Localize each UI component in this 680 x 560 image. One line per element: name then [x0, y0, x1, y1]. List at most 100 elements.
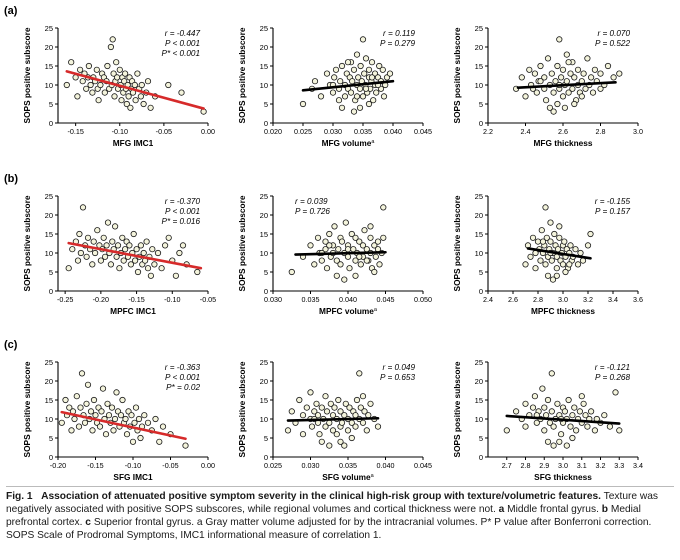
panel-c3-point-52 [563, 442, 570, 449]
panel-b1-point-49 [144, 265, 152, 272]
panel-a2-point-55 [365, 100, 373, 108]
panel-a3-point-45 [597, 70, 604, 77]
panel-b1-point-27 [113, 253, 120, 260]
panel-c2-point-57 [333, 431, 340, 438]
panel-a3-point-41 [589, 89, 597, 96]
caption-prefix: Fig. 1 [6, 491, 33, 502]
panel-c2-point-39 [353, 396, 361, 404]
panel-c2-point-28 [337, 408, 344, 415]
panel-a1-stat-2: P* < 0.001 [162, 49, 200, 58]
panel-a3-ylabel: SOPS positive subscore [452, 27, 462, 123]
panel-c3-point-14 [542, 412, 550, 419]
figure-caption: Fig. 1 Association of attenuated positiv… [6, 490, 674, 542]
panel-b1-point-40 [132, 257, 139, 264]
panel-b1-stat-1: P < 0.001 [165, 207, 200, 216]
panel-b2-ytick-label-1: 5 [264, 268, 268, 277]
panel-a2-point-29 [359, 36, 367, 43]
panel-a3-point-20 [557, 74, 565, 81]
panel-b2-xtick-label-1: 0.035 [302, 295, 320, 304]
panel-a2-point-26 [356, 85, 364, 92]
panel-c3-xlabel-text: SFG thickness [534, 472, 592, 482]
panel-c2-point-56 [359, 393, 367, 400]
panel-a3-point-17 [554, 62, 561, 70]
panel-a1-point-22 [104, 62, 111, 70]
panel-b2-point-50 [371, 268, 378, 276]
panel-b2-point-21 [342, 219, 349, 226]
panel-a3-xlabel: MFG thickness [533, 138, 592, 148]
panel-b1-point-5 [77, 249, 85, 257]
panel-b3-point-0 [522, 261, 529, 268]
panel-c1-point-14 [84, 381, 92, 388]
panel-b1-ytick-label-1: 5 [49, 268, 53, 277]
panel-a3-xtick-label-2: 2.6 [558, 127, 568, 136]
panel-c1-xtick-label-1: -0.15 [87, 461, 103, 470]
panel-a3-point-59 [616, 70, 623, 77]
panel-b1-ytick-label-3: 15 [45, 230, 53, 239]
panel-b1-point-31 [119, 234, 126, 241]
panel-c2-point-21 [327, 400, 334, 407]
panel-c1-ytick-label-0: 0 [49, 453, 53, 462]
panel-a2-xtick-label-1: 0.025 [294, 127, 312, 136]
panel-a1-xtick-label-3: 0.00 [201, 127, 215, 136]
panel-c2-stat-0: r = 0.049 [382, 363, 415, 372]
panel-c1-point-23 [98, 408, 105, 415]
panel-c1-fit-line [60, 410, 187, 441]
panel-a1-point-43 [125, 93, 132, 100]
panel-c3-point-1 [512, 408, 520, 415]
panel-a1-point-33 [116, 66, 123, 73]
panel-c2: 0 5 10 15 20 25 0.025 0.030 0.035 0.040 0.045 SFG v… [237, 358, 432, 482]
panel-b1-point-16 [97, 257, 105, 264]
panel-b2-stat-1: P = 0.726 [295, 207, 330, 216]
panel-c2-point-31 [342, 400, 349, 407]
panel-c3-point-34 [576, 408, 584, 415]
panel-b3-point-26 [556, 234, 563, 241]
panel-a2-stat-1: P = 0.279 [380, 39, 415, 48]
panel-c3-point-31 [571, 404, 578, 411]
panel-b1-point-4 [76, 230, 83, 238]
panel-b2-point-51 [341, 276, 348, 283]
panel-a2-point-21 [350, 66, 358, 73]
caption-body: Texture was negatively associated with p… [6, 491, 658, 515]
panel-c3-xtick-label-4: 3.1 [577, 461, 587, 470]
panel-c1-point-13 [83, 400, 90, 407]
panel-b2-point-15 [333, 257, 340, 264]
panel-c1-point-28 [105, 412, 113, 419]
panel-c1-point-18 [90, 396, 98, 404]
panel-b2-point-7 [322, 238, 329, 245]
panel-b3-ytick-label-0: 0 [479, 287, 483, 296]
panel-a1-point-35 [118, 97, 125, 104]
panel-c1-point-8 [75, 423, 83, 430]
panel-c2-point-15 [318, 404, 325, 411]
panel-a3-point-16 [552, 78, 559, 85]
panel-c1-point-44 [129, 438, 137, 445]
panel-a2-point-36 [365, 66, 373, 73]
panel-b2-point-9 [323, 265, 331, 272]
panel-c1-point-3 [66, 404, 73, 411]
panel-c3-xtick-label-0: 2.7 [502, 461, 512, 470]
panel-b2-xlabel: MPFC volumea [319, 306, 378, 316]
panel-c2-point-46 [365, 412, 372, 419]
panel-b2-point-48 [333, 272, 340, 279]
panel-b3-point-8 [537, 257, 544, 264]
panel-b2-xlabel-text: MPFC volume [319, 306, 374, 316]
panel-c1-row-label: (c) [4, 339, 18, 351]
panel-c2-point-52 [348, 434, 355, 442]
panel-b2-point-34 [361, 227, 368, 234]
panel-b2-point-46 [380, 204, 387, 211]
panel-c2-point-4 [299, 412, 307, 419]
panel-c2-point-10 [311, 408, 318, 415]
panel-b1-point-29 [116, 265, 123, 272]
panel-b3-point-17 [547, 238, 554, 245]
panel-c3-point-4 [522, 423, 529, 430]
panel-c3-point-15 [544, 396, 552, 404]
panel-b3-point-51 [566, 261, 573, 268]
panel-b1-point-6 [79, 204, 87, 211]
panel-c2-ytick-label-2: 10 [260, 415, 268, 424]
panel-a2-point-33 [362, 55, 370, 62]
panel-a2-point-9 [335, 97, 343, 104]
panel-c1-xtick-label-4: 0.00 [201, 461, 215, 470]
panel-b1-stat-2: P* = 0.016 [162, 217, 201, 226]
panel-b1-point-42 [134, 268, 142, 276]
panel-b1-ytick-label-0: 0 [49, 287, 53, 296]
panel-b1-xlabel-text: MPFC IMC1 [110, 306, 156, 316]
